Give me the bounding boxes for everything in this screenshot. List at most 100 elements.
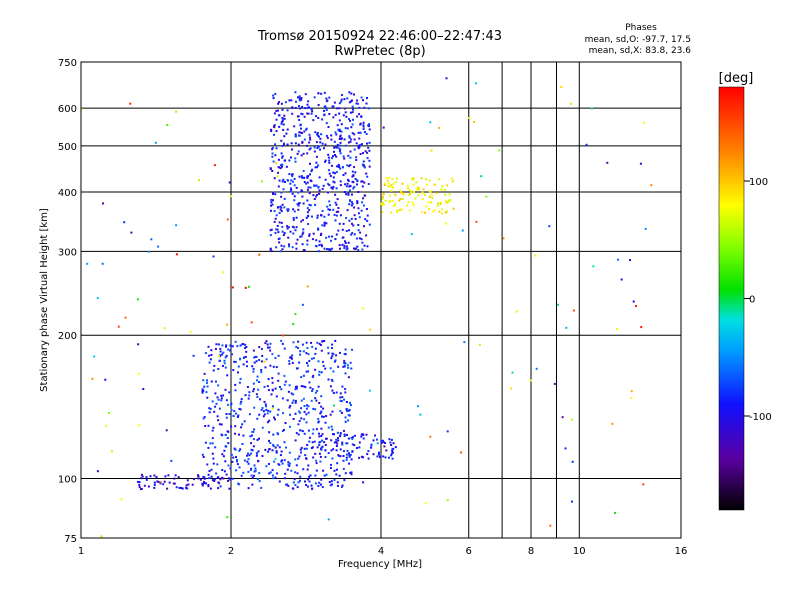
data-point	[617, 258, 619, 261]
data-point	[293, 199, 296, 202]
data-point	[339, 432, 342, 435]
data-point	[321, 486, 324, 489]
data-point	[231, 353, 233, 356]
y-tick-label: 100	[58, 475, 77, 486]
data-point	[351, 99, 353, 102]
data-point	[321, 415, 323, 418]
data-point	[368, 141, 371, 144]
data-point	[361, 180, 364, 183]
data-point	[388, 201, 391, 204]
data-point	[585, 143, 588, 146]
data-point	[390, 444, 393, 446]
data-point	[240, 426, 243, 429]
data-point	[284, 422, 287, 424]
data-point	[180, 487, 183, 489]
data-point	[120, 498, 123, 501]
data-point	[222, 455, 225, 458]
data-point	[320, 371, 323, 374]
data-point	[384, 456, 387, 459]
data-point	[260, 371, 263, 374]
data-point	[314, 245, 317, 248]
data-point	[360, 435, 363, 438]
colorbar-gradient	[718, 86, 745, 511]
x-axis-label: Frequency [MHz]	[338, 559, 422, 570]
data-point	[327, 346, 329, 349]
data-point	[344, 127, 347, 130]
data-point	[287, 209, 290, 212]
data-point	[398, 199, 401, 202]
data-point	[305, 341, 308, 344]
data-point	[281, 430, 284, 432]
data-point	[202, 389, 205, 392]
data-point	[360, 433, 363, 436]
data-point	[417, 187, 420, 189]
data-point	[250, 469, 252, 471]
data-point	[347, 366, 350, 369]
data-point	[191, 483, 194, 486]
data-point	[247, 458, 250, 461]
data-point	[335, 171, 338, 174]
data-point	[266, 385, 269, 388]
data-point	[201, 453, 204, 456]
data-point	[340, 411, 343, 414]
data-point	[300, 176, 303, 179]
data-point	[306, 243, 309, 246]
data-point	[328, 161, 331, 164]
data-point	[425, 183, 428, 186]
data-point	[207, 485, 210, 488]
data-point	[268, 472, 271, 475]
data-point	[343, 433, 346, 436]
data-point	[408, 209, 411, 212]
data-point	[330, 239, 332, 242]
data-point	[266, 343, 269, 346]
data-point	[330, 138, 333, 141]
data-point	[281, 248, 284, 251]
data-point	[208, 354, 211, 357]
data-point	[338, 102, 341, 105]
data-point	[280, 195, 283, 198]
data-point	[348, 455, 351, 458]
data-point	[313, 198, 316, 200]
data-point	[331, 157, 333, 160]
data-point	[360, 96, 363, 99]
data-point	[385, 177, 388, 179]
data-point	[197, 475, 200, 478]
data-point	[446, 184, 449, 187]
data-point	[224, 388, 227, 391]
data-point	[238, 483, 241, 486]
data-point	[298, 202, 301, 204]
data-point	[348, 229, 350, 232]
data-point	[243, 459, 246, 462]
data-point	[327, 208, 330, 211]
data-point	[137, 343, 140, 346]
data-point	[295, 247, 298, 250]
data-point	[318, 435, 321, 438]
data-point	[327, 426, 330, 429]
data-point	[321, 445, 324, 448]
data-point	[346, 410, 349, 413]
data-point	[358, 446, 361, 449]
data-point	[248, 391, 251, 394]
data-point	[255, 360, 258, 363]
data-point	[281, 163, 284, 166]
data-point	[222, 271, 225, 274]
data-point	[252, 390, 255, 393]
data-point	[330, 439, 333, 442]
data-point	[384, 442, 387, 444]
data-point	[252, 430, 255, 433]
data-point	[333, 469, 336, 472]
data-point	[347, 154, 350, 157]
data-point	[319, 455, 322, 458]
data-point	[353, 434, 356, 437]
data-point	[223, 449, 226, 452]
data-point	[212, 457, 215, 460]
data-point	[363, 106, 366, 109]
x-tick-label: 1	[78, 546, 84, 557]
data-point	[319, 344, 322, 346]
data-point	[227, 479, 229, 482]
data-point	[154, 141, 157, 144]
data-point	[291, 225, 294, 228]
data-point	[272, 477, 274, 480]
data-point	[265, 340, 268, 343]
